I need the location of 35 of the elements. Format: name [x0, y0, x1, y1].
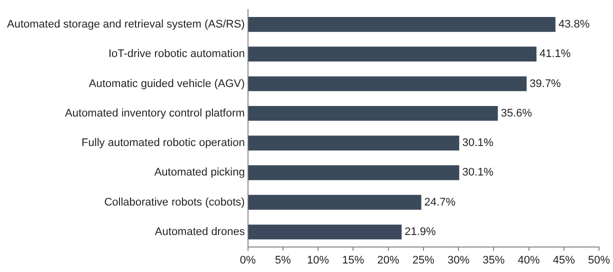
x-tick-label: 45%: [552, 254, 576, 266]
data-label: 41.1%: [539, 48, 571, 60]
y-tick-label: Automated storage and retrieval system (AS/RS): [6, 18, 245, 30]
data-label: 30.1%: [462, 166, 494, 179]
y-tick-label: IoT-drive robotic automation: [108, 48, 245, 60]
data-label: 35.6%: [500, 107, 532, 120]
bar: [248, 136, 460, 150]
bar: [248, 165, 460, 180]
x-tick-label: 25%: [412, 254, 435, 266]
y-tick-label: Automated picking: [154, 166, 245, 179]
bar: [248, 106, 498, 121]
y-tick-label: Automated drones: [154, 226, 246, 238]
data-label: 43.8%: [558, 18, 590, 30]
bar: [248, 224, 402, 240]
data-label: 30.1%: [462, 137, 494, 150]
x-tick-label: 20%: [377, 254, 400, 266]
bar: [248, 76, 527, 92]
y-tick-label: Collaborative robots (cobots): [104, 196, 245, 208]
x-tick-label: 40%: [518, 254, 540, 266]
bar: [248, 17, 556, 32]
y-tick-label: Fully automated robotic operation: [82, 137, 245, 150]
x-tick-label: 50%: [588, 254, 610, 266]
bar: [248, 194, 422, 210]
x-tick-label: 5%: [274, 254, 292, 266]
x-tick-label: 35%: [482, 254, 505, 266]
bar: [248, 46, 536, 62]
data-label: 24.7%: [424, 196, 456, 208]
data-label: 39.7%: [530, 78, 562, 90]
x-tick-label: 0%: [240, 254, 256, 266]
data-label: 21.9%: [404, 226, 436, 238]
x-tick-label: 30%: [448, 254, 470, 266]
y-tick-label: Automated inventory control platform: [65, 107, 245, 120]
x-tick-label: 10%: [307, 254, 330, 266]
y-tick-label: Automatic guided vehicle (AGV): [88, 78, 245, 90]
x-tick-label: 15%: [342, 254, 364, 266]
